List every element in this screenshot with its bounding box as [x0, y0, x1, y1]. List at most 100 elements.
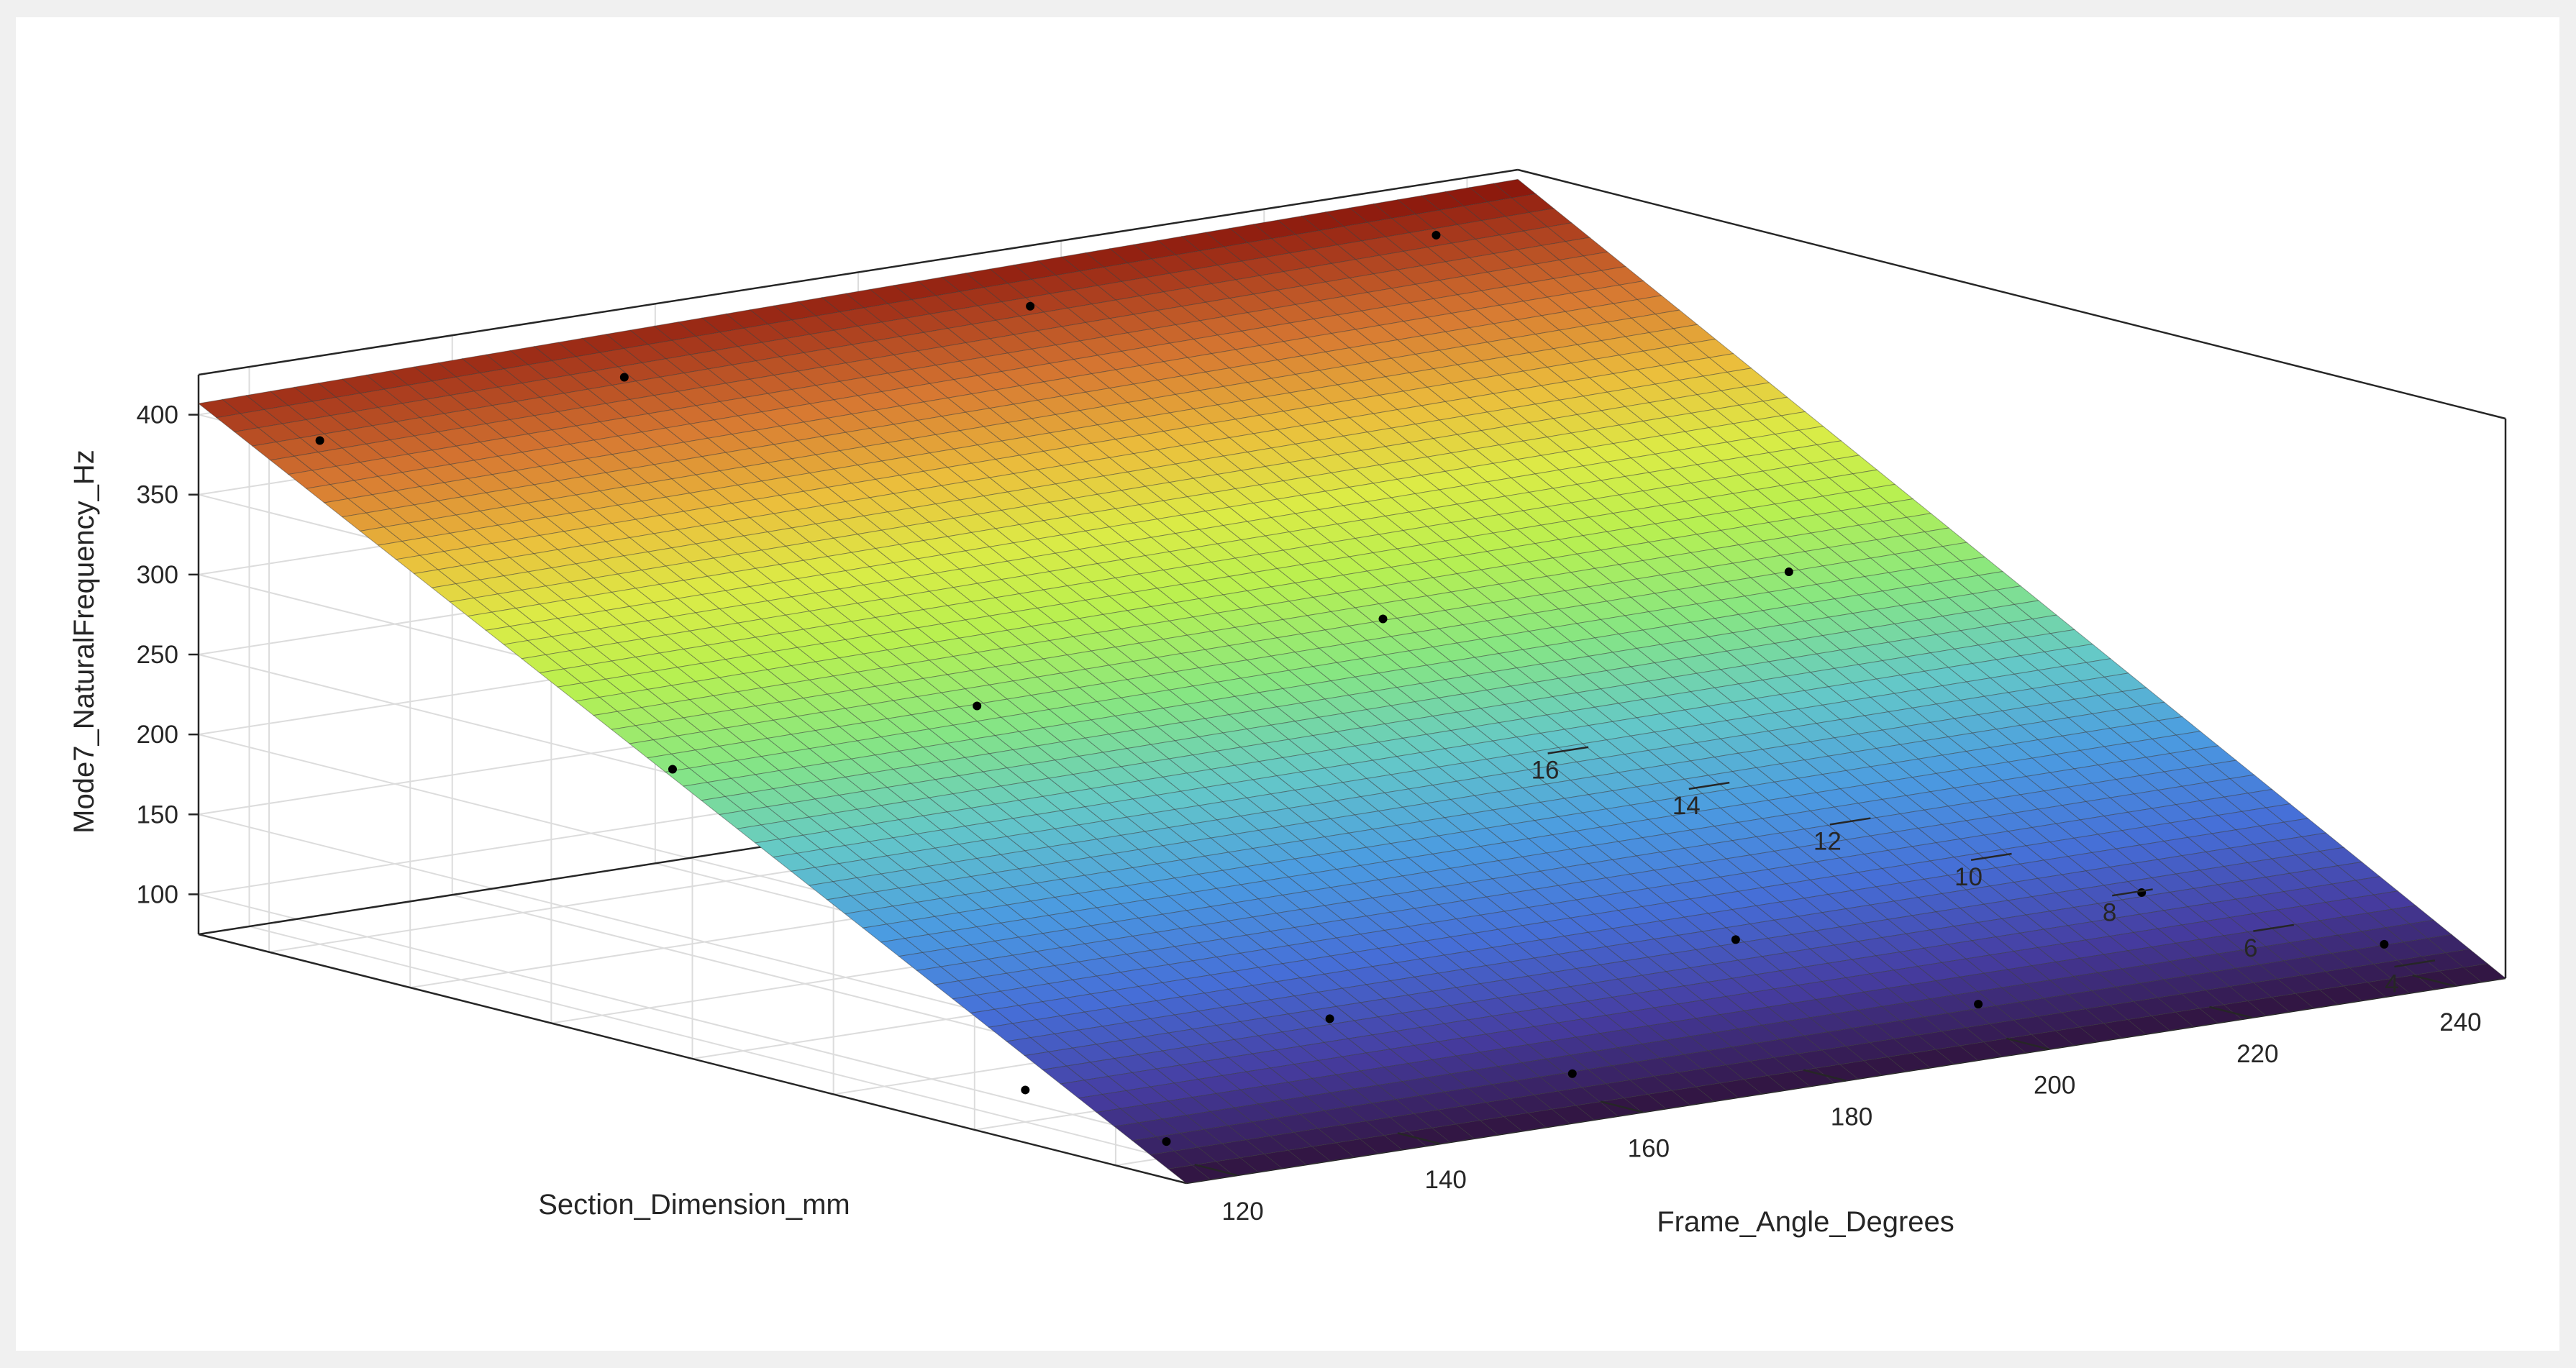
data-point[interactable] — [1162, 1137, 1171, 1146]
y-axis-label: Section_Dimension_mm — [538, 1189, 850, 1221]
y-tick-mark — [1547, 746, 1589, 754]
surface-cell — [2354, 876, 2399, 895]
surface-cell — [2157, 716, 2201, 736]
x-tick-mark — [2209, 1006, 2252, 1019]
surface-cell — [1619, 281, 1662, 301]
y-tick-mark — [1829, 817, 1871, 826]
surface-cell — [1816, 440, 1860, 460]
x-tick-label: 160 — [1628, 1134, 1670, 1162]
x-tick-label: 240 — [2439, 1008, 2481, 1036]
axis-box-edge — [198, 933, 1187, 1185]
surface-cell — [1529, 208, 1573, 228]
surface-cell — [1995, 585, 2040, 605]
surface-cell — [2049, 629, 2094, 649]
surface-cell — [2193, 745, 2237, 765]
data-point[interactable] — [1974, 1000, 1983, 1009]
data-point[interactable] — [315, 436, 324, 445]
surface-cell — [1906, 513, 1950, 532]
surface-cell — [2085, 658, 2129, 678]
surface-cell — [1672, 324, 1716, 344]
x-tick-label: 180 — [1831, 1103, 1872, 1131]
surface-cell — [2336, 861, 2381, 881]
surface-cell — [2444, 949, 2489, 968]
surface-cell — [1708, 353, 1752, 373]
data-point[interactable] — [668, 765, 677, 774]
z-tick-label: 200 — [137, 721, 178, 749]
data-point[interactable] — [1325, 1014, 1334, 1023]
surface-cell — [1852, 469, 1896, 489]
surface-cell — [2211, 760, 2255, 780]
surface-cell — [2175, 731, 2219, 750]
tick-marks: 100 150 200 250 300 350 400 4 6 8 10 12 14 16 120 140 16… — [137, 401, 2482, 1226]
y-tick-label: 10 — [1954, 863, 1983, 891]
z-tick-label: 100 — [137, 880, 178, 908]
surface-cell — [1583, 251, 1626, 271]
x-tick-label: 140 — [1424, 1166, 1466, 1194]
x-tick-label: 200 — [2034, 1072, 2075, 1100]
y-tick-label: 6 — [2244, 934, 2257, 962]
surface-cell — [1547, 222, 1591, 242]
surface-cell — [2462, 963, 2507, 982]
data-point[interactable] — [2380, 939, 2389, 949]
surface-cell — [2318, 847, 2363, 867]
z-tick-label: 400 — [137, 401, 178, 429]
x-tick-mark — [2006, 1037, 2049, 1050]
surface-cell — [1977, 571, 2022, 590]
data-point[interactable] — [1021, 1085, 1030, 1095]
surface-cell — [2390, 905, 2435, 924]
figure-canvas: 100 150 200 250 300 350 400 4 6 8 10 12 14 16 120 140 16… — [16, 17, 2559, 1351]
surface-cell — [1744, 382, 1788, 402]
surface-cell — [1690, 338, 1734, 358]
surface-cell — [1511, 193, 1555, 213]
axis-box-edge — [198, 168, 1519, 376]
x-tick-label: 220 — [2236, 1040, 2278, 1068]
data-point[interactable] — [1731, 935, 1740, 944]
data-point[interactable] — [619, 373, 629, 382]
y-tick-label: 16 — [1532, 757, 1560, 785]
data-point[interactable] — [2137, 888, 2147, 897]
surface-cell — [1565, 237, 1608, 257]
surface-cell — [2031, 614, 2076, 634]
y-tick-label: 4 — [2385, 970, 2398, 998]
y-tick-label: 8 — [2103, 898, 2116, 926]
z-tick-label: 250 — [137, 641, 178, 669]
surface-cell — [1942, 542, 1986, 562]
axis-labels: Frame_Angle_Degrees Section_Dimension_mm… — [68, 450, 1954, 1238]
data-point[interactable] — [1784, 567, 1793, 577]
y-tick-mark — [1688, 781, 1730, 790]
surface-plot[interactable]: 100 150 200 250 300 350 400 4 6 8 10 12 14 16 120 140 16… — [16, 17, 2559, 1351]
data-point[interactable] — [1432, 230, 1441, 240]
surface-cell — [2372, 890, 2417, 910]
x-tick-mark — [2412, 974, 2455, 988]
y-tick-mark — [2253, 924, 2294, 932]
x-tick-mark — [1397, 1132, 1440, 1145]
z-tick-label: 350 — [137, 481, 178, 509]
z-tick-label: 150 — [137, 801, 178, 829]
data-point[interactable] — [1378, 614, 1388, 624]
z-tick-label: 300 — [137, 561, 178, 589]
y-tick-mark — [1970, 852, 2012, 862]
surface-mesh[interactable] — [197, 178, 2507, 1184]
axis-box-edge — [1517, 168, 2506, 420]
data-point[interactable] — [1026, 301, 1035, 311]
surface-cell — [1834, 455, 1878, 475]
data-point[interactable] — [1567, 1069, 1577, 1078]
data-points[interactable] — [315, 230, 2389, 1146]
surface-cell — [2408, 919, 2453, 939]
x-tick-label: 120 — [1221, 1198, 1263, 1226]
x-tick-mark — [1803, 1069, 1847, 1082]
x-tick-mark — [1194, 1163, 1237, 1177]
surface-cell — [1493, 178, 1537, 199]
y-tick-label: 12 — [1813, 828, 1842, 856]
data-point[interactable] — [973, 701, 982, 711]
x-tick-mark — [1600, 1100, 1644, 1113]
surface-cell — [1601, 265, 1644, 286]
y-tick-label: 14 — [1672, 792, 1701, 820]
z-axis-label: Mode7_NaturalFrequency_Hz — [68, 450, 100, 834]
y-tick-mark — [2112, 888, 2153, 897]
surface-cell — [1726, 368, 1770, 388]
x-axis-label: Frame_Angle_Degrees — [1657, 1206, 1954, 1238]
surface-cell — [1655, 309, 1698, 329]
surface-cell — [2067, 644, 2111, 663]
surface-cell — [1924, 527, 1968, 547]
